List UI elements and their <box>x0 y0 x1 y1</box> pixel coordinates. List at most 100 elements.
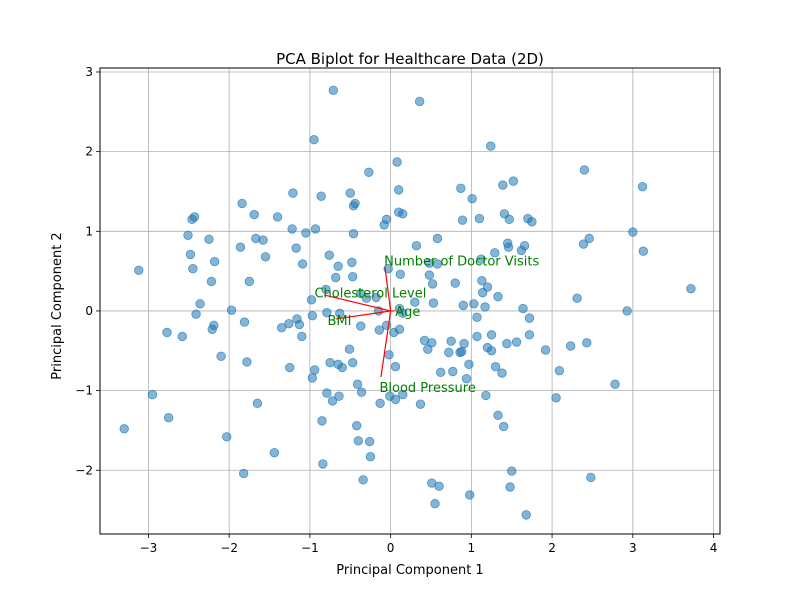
data-point <box>486 330 497 340</box>
plot-area-frame <box>99 67 721 535</box>
data-point <box>586 472 596 483</box>
data-point <box>249 209 259 220</box>
data-point <box>430 499 440 509</box>
data-point <box>307 311 318 321</box>
data-point <box>374 325 385 335</box>
data-point <box>524 313 535 323</box>
data-point <box>622 306 632 316</box>
data-point <box>486 141 496 151</box>
data-point <box>628 227 638 237</box>
data-point <box>565 341 576 351</box>
data-point <box>204 234 214 244</box>
data-point <box>364 436 375 447</box>
data-point <box>395 269 406 280</box>
data-point <box>216 351 226 362</box>
data-point <box>177 331 188 342</box>
data-point <box>505 482 515 492</box>
data-point <box>637 181 648 192</box>
data-point <box>477 275 487 286</box>
data-point <box>415 399 426 409</box>
data-point <box>414 96 425 107</box>
data-point <box>284 319 294 329</box>
x-tick-label: 2 <box>548 541 556 555</box>
loading-label: Age <box>395 305 420 320</box>
data-point <box>390 394 401 405</box>
data-point <box>364 167 374 178</box>
loading-label: Cholesterol Level <box>314 287 426 302</box>
data-point <box>444 347 454 358</box>
data-point <box>222 432 232 442</box>
data-point <box>375 398 385 409</box>
data-point <box>456 346 467 357</box>
loading-arrow <box>324 294 391 312</box>
data-point <box>486 346 497 356</box>
data-point <box>361 293 372 303</box>
data-point <box>381 214 392 225</box>
data-point <box>518 303 528 314</box>
data-point <box>333 261 343 272</box>
data-point <box>540 345 551 355</box>
data-point <box>394 324 405 334</box>
data-point <box>188 264 198 274</box>
data-point <box>519 240 530 251</box>
data-point <box>511 337 522 347</box>
data-point <box>337 362 347 373</box>
y-tick-label: 1 <box>85 224 93 238</box>
loading-arrows <box>324 267 395 378</box>
data-point <box>427 279 438 289</box>
data-point <box>353 436 364 446</box>
data-point <box>269 448 280 458</box>
data-point <box>424 270 435 280</box>
y-tick-label: −1 <box>75 384 93 398</box>
data-point <box>393 185 404 195</box>
data-point <box>493 410 503 421</box>
data-point <box>498 421 509 432</box>
axis-ticks: −3 −2 −1 0 1 2 3 4 −2 −1 0 1 2 3 <box>75 65 717 555</box>
data-point <box>398 308 408 319</box>
data-point <box>345 188 355 198</box>
data-point <box>285 362 295 373</box>
data-point <box>347 272 358 282</box>
data-point <box>352 420 362 431</box>
data-point <box>334 391 344 401</box>
data-point <box>206 276 217 287</box>
data-point <box>301 228 311 238</box>
data-point <box>551 393 561 403</box>
data-point <box>189 212 200 222</box>
data-point <box>209 256 220 267</box>
data-point <box>497 368 507 378</box>
x-tick-label: 0 <box>387 541 395 555</box>
data-point <box>446 336 456 346</box>
data-point <box>287 224 297 234</box>
data-point <box>238 468 249 479</box>
data-point <box>288 188 298 198</box>
y-tick-label: −2 <box>75 463 93 477</box>
data-point <box>610 379 620 389</box>
x-tick-label: −2 <box>220 541 238 555</box>
data-point <box>390 362 401 372</box>
data-point <box>482 282 493 292</box>
data-point <box>327 396 338 406</box>
data-point <box>325 358 335 368</box>
data-point <box>457 215 468 225</box>
data-point <box>291 243 301 253</box>
data-point <box>321 284 331 295</box>
data-point <box>411 240 422 251</box>
x-tick-label: 1 <box>468 541 476 555</box>
data-point <box>306 295 317 305</box>
x-tick-label: 3 <box>629 541 637 555</box>
data-point <box>183 230 193 240</box>
y-tick-label: 0 <box>85 304 93 318</box>
data-point <box>435 367 446 377</box>
data-point <box>503 242 514 252</box>
data-point <box>147 389 158 400</box>
data-point <box>322 388 332 398</box>
x-tick-label: 4 <box>710 541 718 555</box>
data-point <box>502 338 512 349</box>
x-axis-label: Principal Component 1 <box>336 563 483 578</box>
data-point <box>481 390 491 401</box>
data-point <box>317 416 327 426</box>
data-point <box>398 389 408 400</box>
